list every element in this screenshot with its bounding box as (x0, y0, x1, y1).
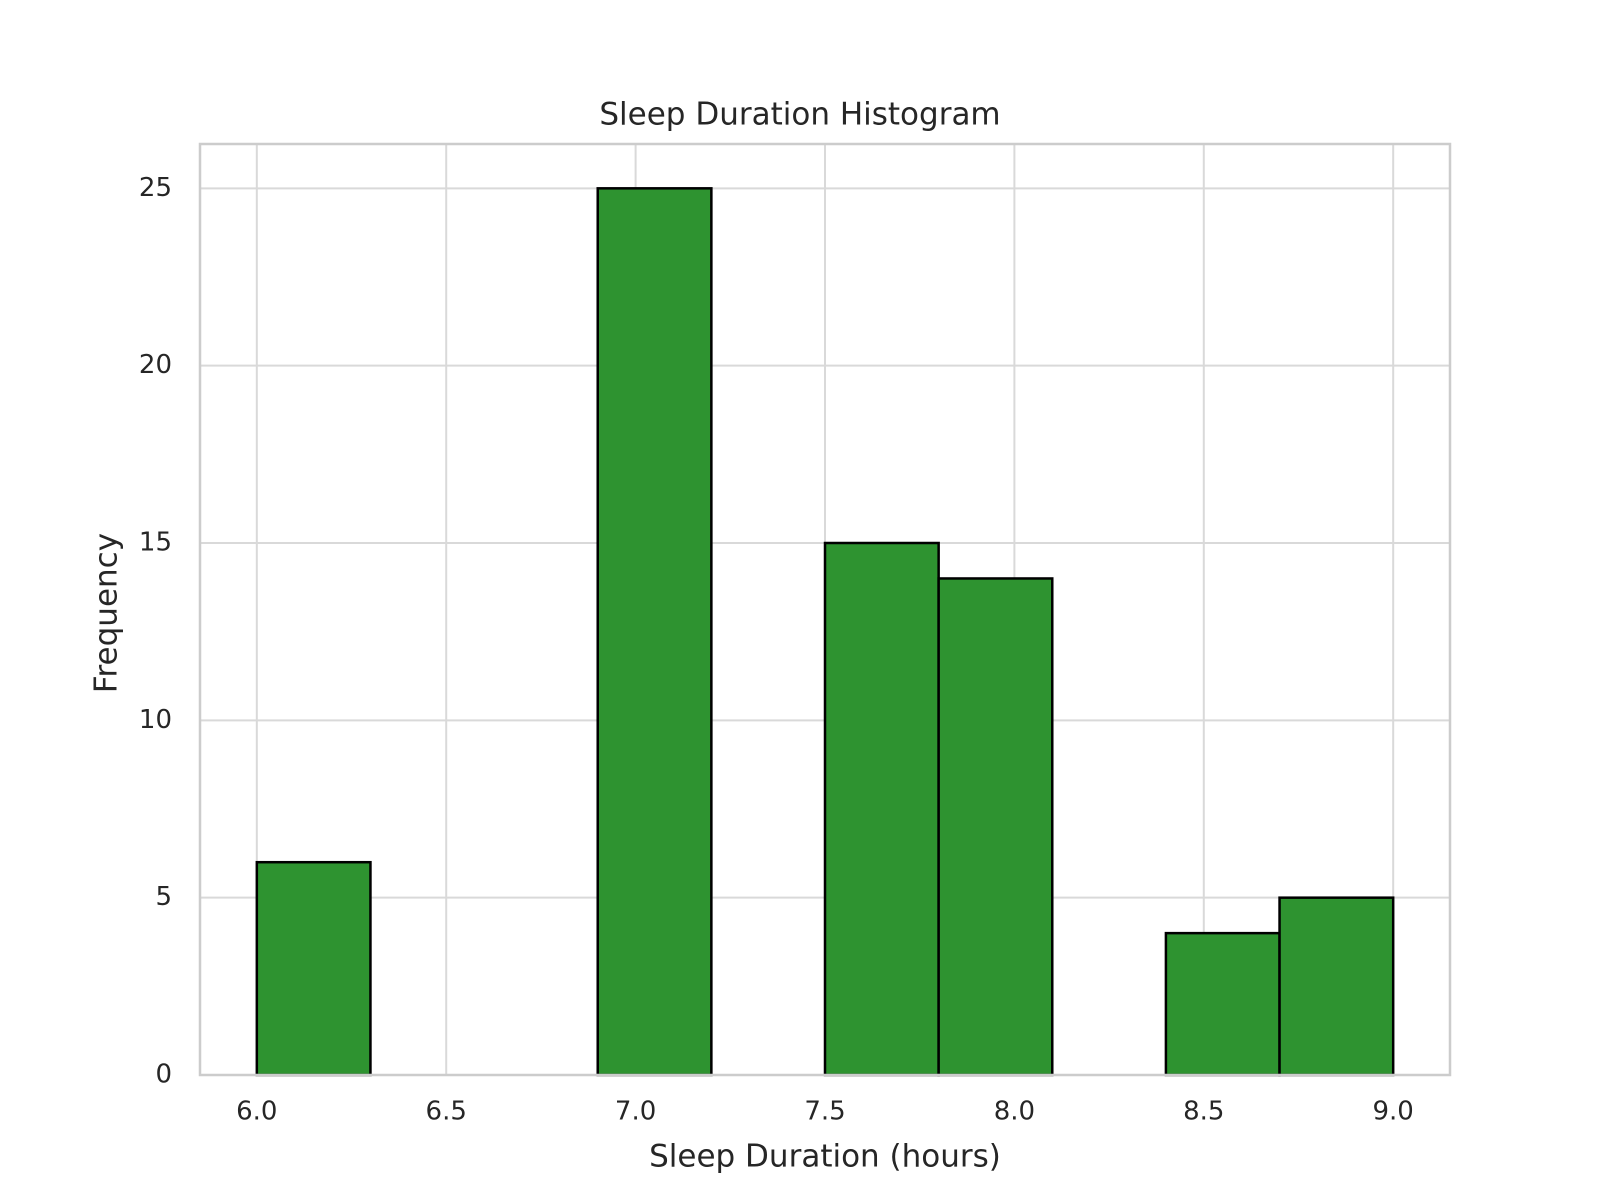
x-tick-label: 7.5 (804, 1097, 845, 1127)
x-tick-label: 7.0 (615, 1097, 656, 1127)
y-tick-label: 20 (139, 350, 172, 380)
y-tick-label: 10 (139, 705, 172, 735)
histogram-bar (937, 577, 1054, 1077)
histogram-bar (1278, 896, 1395, 1077)
x-tick-label: 6.5 (426, 1097, 467, 1127)
x-tick-label: 6.0 (236, 1097, 277, 1127)
x-tick-labels: 6.0 6.5 7.0 7.5 8.0 8.5 9.0 (236, 1097, 1414, 1127)
x-tick-label: 8.0 (994, 1097, 1035, 1127)
histogram-bar (823, 541, 940, 1077)
chart-title: Sleep Duration Histogram (599, 97, 1000, 133)
y-tick-label: 25 (139, 173, 172, 203)
y-axis-label: Frequency (89, 533, 125, 693)
x-axis-label: Sleep Duration (hours) (649, 1139, 1001, 1175)
y-tick-label: 15 (139, 528, 172, 558)
histogram-bar (255, 860, 372, 1077)
y-tick-labels: 0 5 10 15 20 25 (139, 173, 172, 1090)
y-tick-label: 5 (155, 882, 172, 912)
x-tick-label: 8.5 (1183, 1097, 1224, 1127)
y-tick-label: 0 (155, 1060, 172, 1090)
histogram-bar (1164, 931, 1281, 1077)
plot-frame (198, 142, 1452, 1077)
histogram-bar (596, 187, 713, 1077)
x-tick-label: 9.0 (1373, 1097, 1414, 1127)
histogram-bars (255, 187, 1395, 1077)
